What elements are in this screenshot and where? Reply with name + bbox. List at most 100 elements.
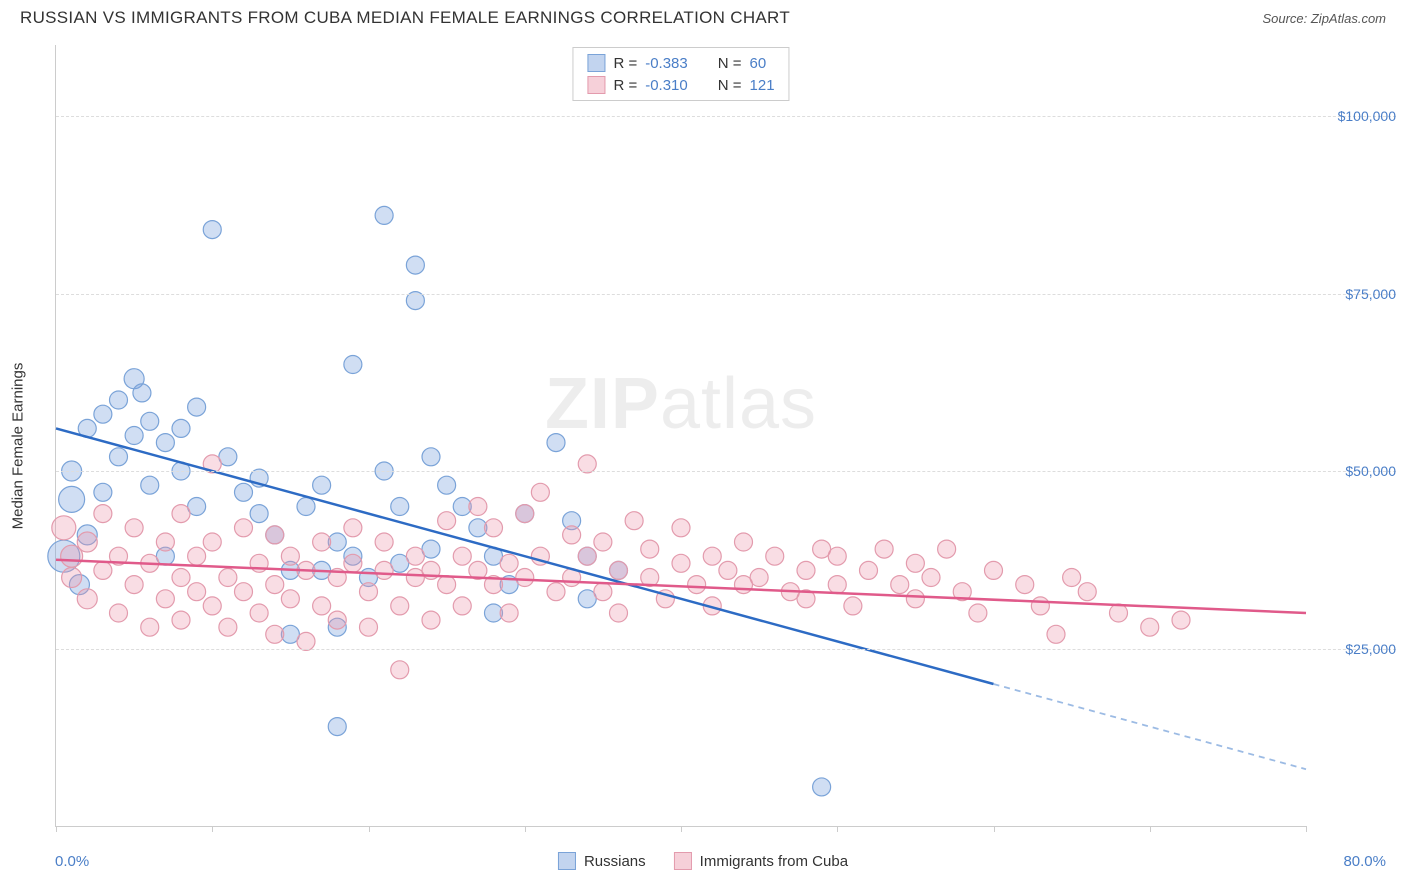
legend-n-label: N = (718, 77, 742, 94)
data-point (313, 476, 331, 494)
x-tick (681, 826, 682, 832)
x-max-label: 80.0% (1343, 853, 1386, 870)
data-point (500, 604, 518, 622)
data-point (906, 590, 924, 608)
data-point (328, 718, 346, 736)
gridline (56, 294, 1396, 295)
data-point (297, 498, 315, 516)
data-point (156, 533, 174, 551)
data-point (485, 519, 503, 537)
data-point (391, 597, 409, 615)
data-point (94, 405, 112, 423)
data-point (438, 512, 456, 530)
data-point (188, 583, 206, 601)
legend-swatch (587, 54, 605, 72)
data-point (625, 512, 643, 530)
data-point (156, 434, 174, 452)
data-point (344, 356, 362, 374)
data-point (578, 547, 596, 565)
data-point (188, 547, 206, 565)
data-point (313, 533, 331, 551)
data-point (813, 778, 831, 796)
data-point (110, 391, 128, 409)
data-point (391, 498, 409, 516)
data-point (133, 384, 151, 402)
data-point (52, 516, 76, 540)
legend-row: R = -0.383 N = 60 (587, 52, 774, 74)
data-point (172, 419, 190, 437)
data-point (266, 576, 284, 594)
data-point (688, 576, 706, 594)
data-point (672, 519, 690, 537)
data-point (1031, 597, 1049, 615)
data-point (62, 568, 82, 588)
x-tick (994, 826, 995, 832)
data-point (516, 505, 534, 523)
data-point (156, 590, 174, 608)
x-min-label: 0.0% (55, 853, 89, 870)
legend-n-value: 60 (750, 55, 767, 72)
data-point (703, 547, 721, 565)
data-point (860, 561, 878, 579)
x-tick (837, 826, 838, 832)
data-point (438, 576, 456, 594)
data-point (422, 448, 440, 466)
data-point (141, 476, 159, 494)
data-point (875, 540, 893, 558)
data-point (375, 206, 393, 224)
legend-item: Immigrants from Cuba (674, 852, 848, 870)
data-point (672, 554, 690, 572)
x-tick (1150, 826, 1151, 832)
legend-r-value: -0.383 (645, 55, 688, 72)
data-point (250, 604, 268, 622)
data-point (266, 526, 284, 544)
x-tick (212, 826, 213, 832)
data-point (735, 533, 753, 551)
data-point (94, 483, 112, 501)
legend-r-value: -0.310 (645, 77, 688, 94)
data-point (235, 483, 253, 501)
data-point (641, 540, 659, 558)
data-point (281, 590, 299, 608)
data-point (141, 412, 159, 430)
data-point (453, 547, 471, 565)
chart-source: Source: ZipAtlas.com (1262, 11, 1386, 26)
legend-swatch (587, 76, 605, 94)
data-point (547, 583, 565, 601)
legend-r-label: R = (613, 55, 637, 72)
y-tick-label: $100,000 (1338, 108, 1396, 124)
data-point (469, 498, 487, 516)
data-point (406, 256, 424, 274)
data-point (844, 597, 862, 615)
data-point (891, 576, 909, 594)
data-point (125, 519, 143, 537)
x-tick (369, 826, 370, 832)
data-point (1063, 569, 1081, 587)
legend-swatch (558, 852, 576, 870)
data-point (281, 547, 299, 565)
gridline (56, 471, 1396, 472)
data-point (391, 661, 409, 679)
data-point (438, 476, 456, 494)
data-point (938, 540, 956, 558)
data-point (453, 597, 471, 615)
data-point (203, 533, 221, 551)
data-point (422, 611, 440, 629)
data-point (59, 486, 85, 512)
legend-n-label: N = (718, 55, 742, 72)
data-point (313, 597, 331, 615)
chart-plot-area: ZIPatlas R = -0.383N = 60R = -0.310N = 1… (55, 45, 1306, 827)
scatter-svg (56, 45, 1306, 826)
data-point (203, 597, 221, 615)
data-point (266, 625, 284, 643)
y-tick-label: $50,000 (1345, 463, 1396, 479)
data-point (250, 505, 268, 523)
legend-r-label: R = (613, 77, 637, 94)
data-point (922, 569, 940, 587)
data-point (719, 561, 737, 579)
data-point (1016, 576, 1034, 594)
data-point (360, 618, 378, 636)
data-point (219, 618, 237, 636)
data-point (500, 554, 518, 572)
legend-label: Immigrants from Cuba (700, 853, 848, 870)
